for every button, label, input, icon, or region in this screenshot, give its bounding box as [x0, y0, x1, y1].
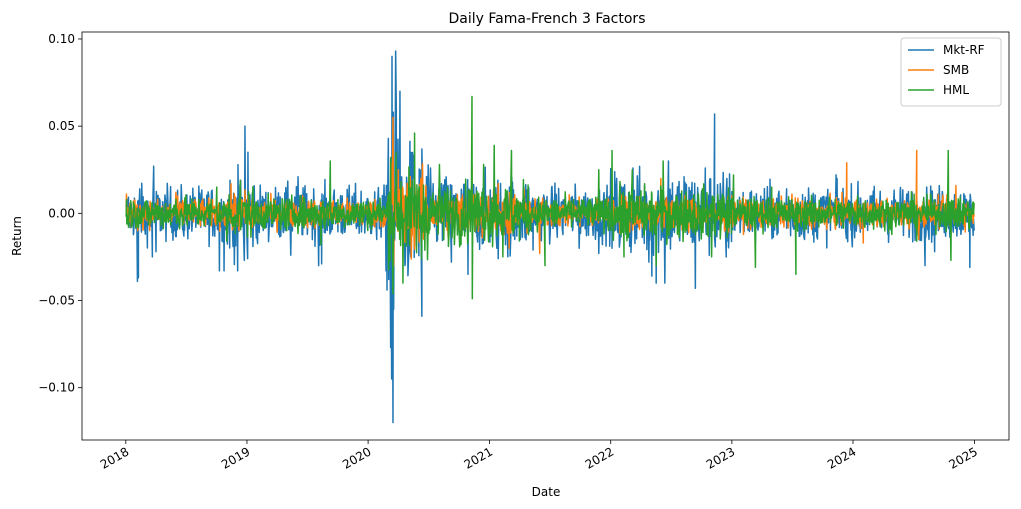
x-axis-label: Date [532, 485, 561, 499]
x-axis-ticks: 2018 2019 2020 2021 2022 2023 2024 2025 [98, 440, 980, 472]
x-tick-label: 2024 [825, 444, 858, 471]
legend-label-hml: HML [943, 83, 969, 97]
y-tick-label: −0.05 [38, 294, 75, 308]
series-line-mkt-rf [125, 50, 975, 424]
chart-title: Daily Fama-French 3 Factors [449, 11, 646, 27]
series-layer [125, 50, 975, 424]
x-tick-label: 2019 [219, 444, 252, 471]
legend-label-smb: SMB [943, 63, 969, 77]
series-line-hml [125, 95, 975, 300]
x-tick-label: 2020 [340, 444, 373, 471]
legend-box [900, 37, 1002, 107]
x-tick-label: 2018 [98, 444, 131, 471]
y-axis-label: Return [10, 216, 24, 256]
y-axis-ticks: 0.10 0.05 0.00 −0.05 −0.10 [38, 32, 82, 395]
x-tick-label: 2022 [583, 444, 616, 471]
legend-label-mkt-rf: Mkt-RF [943, 43, 985, 57]
y-tick-label: −0.10 [38, 381, 75, 395]
y-tick-label: 0.10 [48, 32, 75, 46]
y-tick-label: 0.05 [48, 119, 75, 133]
legend: Mkt-RF SMB HML [900, 37, 1002, 107]
x-tick-label: 2025 [947, 444, 980, 471]
plot-frame [81, 31, 1010, 441]
y-tick-label: 0.00 [48, 206, 75, 220]
x-tick-label: 2023 [704, 444, 737, 471]
x-tick-label: 2021 [462, 444, 495, 471]
